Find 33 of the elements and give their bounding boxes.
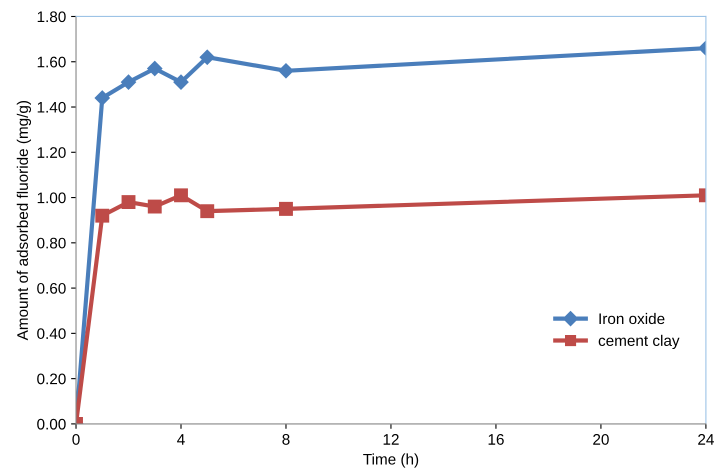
- point: [95, 208, 110, 223]
- x-tick-label: 8: [282, 434, 290, 445]
- y-tick-label: 1.40: [38, 102, 66, 113]
- x-tick-label: 24: [698, 434, 714, 445]
- y-tick-label: 0.60: [37, 282, 66, 294]
- point: [94, 90, 110, 106]
- point: [120, 74, 136, 90]
- point: [122, 195, 136, 210]
- y-tick-label: 1.80: [38, 11, 66, 22]
- x-tick-label: 16: [488, 434, 504, 445]
- point: [148, 200, 162, 214]
- legend-label: cement clay: [598, 334, 680, 350]
- y-tick-label: 1.20: [38, 147, 66, 158]
- point: [147, 60, 162, 76]
- y-tick-label: 0.00: [37, 418, 66, 430]
- x-tick-label: 12: [384, 434, 399, 445]
- point: [174, 188, 188, 202]
- point: [279, 202, 293, 216]
- x-axis-title: Time (h): [363, 453, 418, 468]
- x-tick-label: 4: [177, 434, 185, 445]
- x-tick-label: 0: [72, 434, 80, 445]
- y-tick-label: 1.60: [38, 56, 66, 68]
- y-tick-label: 1.00: [38, 192, 66, 204]
- y-axis-title: Amount of adsorbed fluoride (mg/g): [16, 100, 32, 340]
- x-tick-label: 20: [593, 434, 609, 445]
- y-tick-label: 0.40: [37, 328, 66, 340]
- point: [278, 63, 294, 78]
- point: [200, 204, 214, 218]
- legend-label: Iron oxide: [599, 312, 664, 324]
- y-tick-label: 0.80: [37, 238, 66, 249]
- point: [173, 74, 189, 90]
- y-tick-label: 0.20: [37, 374, 66, 384]
- point: [200, 50, 215, 65]
